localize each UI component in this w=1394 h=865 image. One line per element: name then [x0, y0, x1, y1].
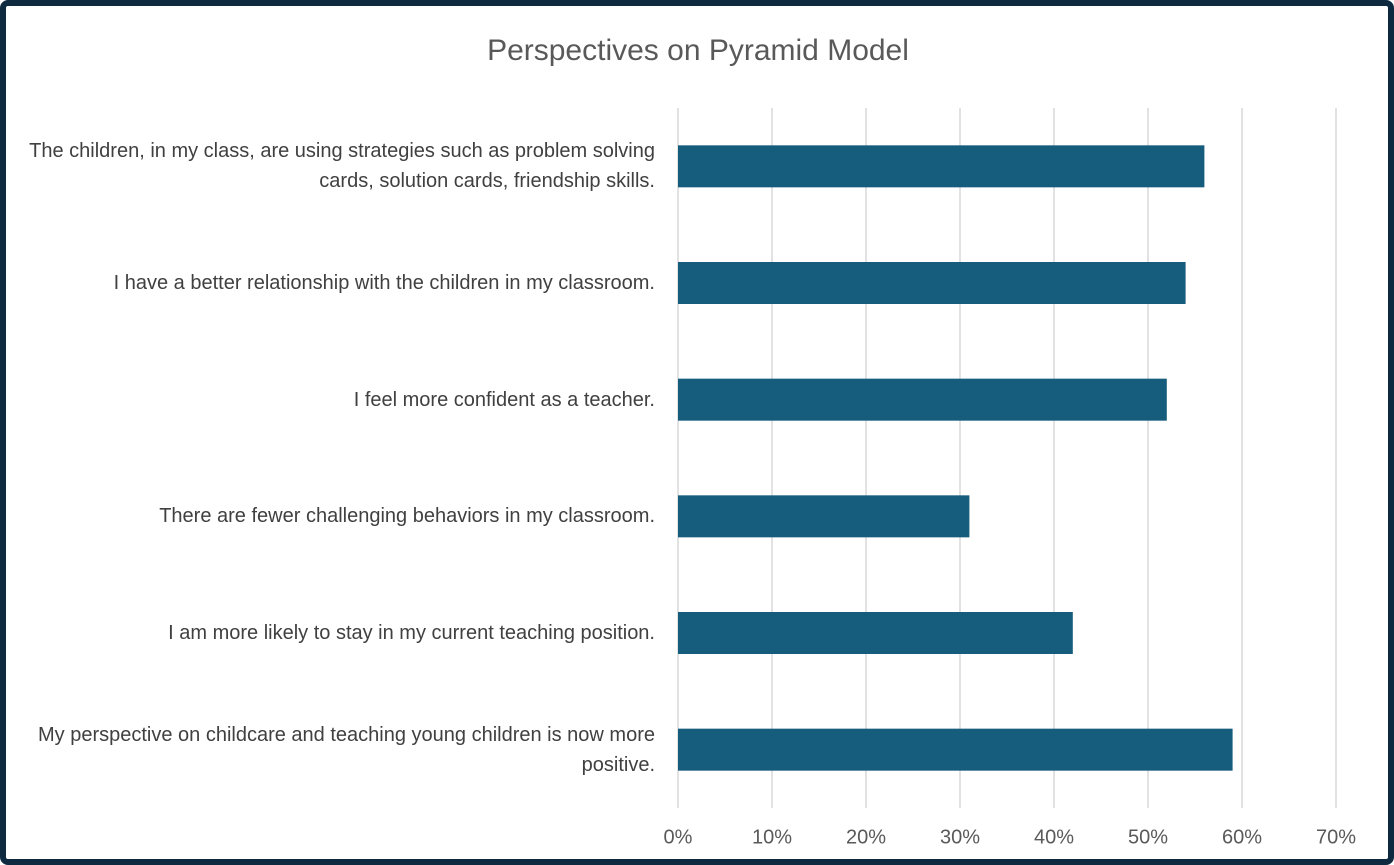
- x-tick-label: 10%: [752, 826, 792, 848]
- chart-title: Perspectives on Pyramid Model: [487, 34, 909, 67]
- y-tick-label: My perspective on childcare and teaching…: [37, 723, 655, 776]
- x-tick-label: 40%: [1034, 826, 1074, 848]
- bar: [678, 262, 1186, 304]
- bar: [678, 495, 970, 538]
- y-tick-label: I have a better relationship with the ch…: [113, 272, 655, 294]
- bar: [678, 378, 1167, 421]
- x-tick-label: 60%: [1222, 826, 1262, 848]
- y-tick-label: I feel more confident as a teacher.: [353, 388, 655, 411]
- y-tick-label: There are fewer challenging behaviors in…: [159, 505, 655, 528]
- bar: [678, 612, 1073, 654]
- x-tick-label: 70%: [1316, 826, 1356, 848]
- y-tick-label: The children, in my class, are using str…: [29, 140, 655, 193]
- x-tick-label: 50%: [1128, 826, 1168, 848]
- bar: [678, 728, 1233, 771]
- x-tick-label: 0%: [664, 826, 693, 848]
- x-tick-label: 30%: [940, 826, 980, 848]
- x-tick-label: 20%: [846, 826, 886, 848]
- y-tick-label: I am more likely to stay in my current t…: [168, 622, 655, 644]
- bar: [678, 145, 1205, 188]
